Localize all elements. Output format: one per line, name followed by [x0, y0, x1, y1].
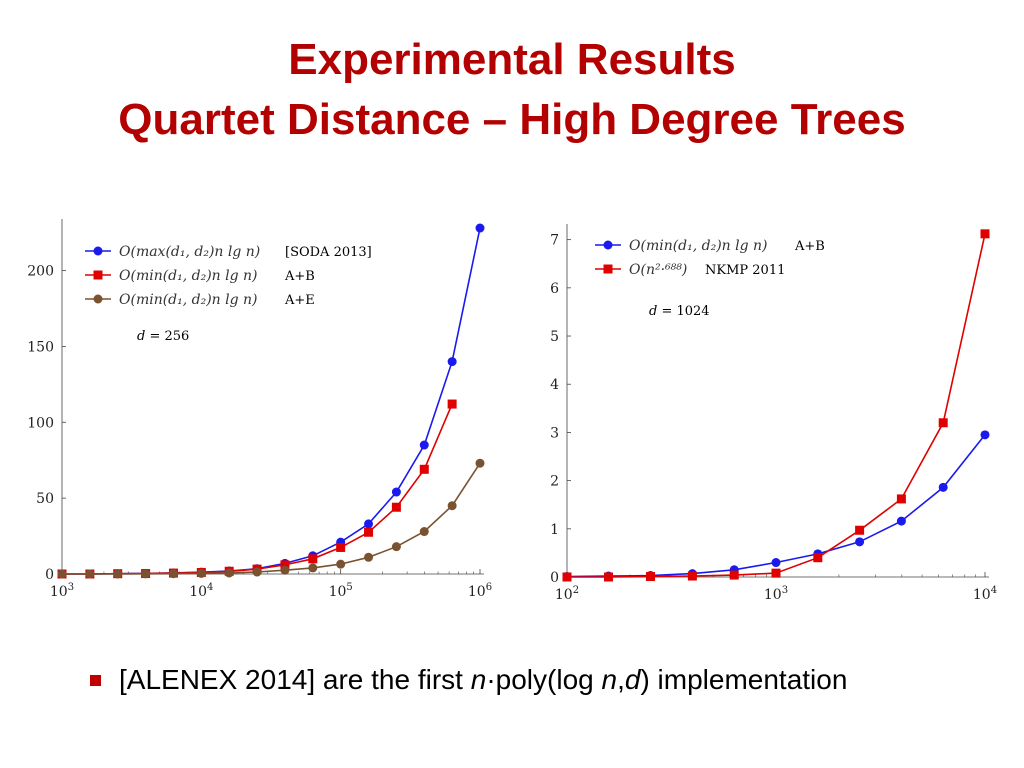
- data-point: [364, 527, 374, 537]
- x-tick-label: 104: [973, 585, 997, 603]
- data-point: [980, 229, 990, 239]
- series-line-1: [566, 434, 986, 578]
- data-point: [855, 525, 865, 535]
- data-point: [687, 571, 697, 581]
- data-point: [813, 553, 823, 563]
- data-point: [141, 569, 151, 579]
- y-tick-label: 2: [550, 474, 559, 490]
- annotation: d = 256: [137, 329, 189, 344]
- legend-note: [SODA 2013]: [285, 245, 372, 260]
- data-point: [168, 569, 178, 579]
- annotation: d = 1024: [649, 304, 710, 319]
- legend-marker: [93, 270, 103, 280]
- data-point: [419, 464, 429, 474]
- bullet-point: [ALENEX 2014] are the first n·poly(log n…: [90, 664, 847, 696]
- y-tick-label: 100: [27, 415, 54, 431]
- legend-marker: [93, 246, 103, 256]
- data-point: [336, 542, 346, 552]
- legend-label: O(min(d₁, d₂)n lg n): [119, 268, 258, 284]
- title-line-2: Quartet Distance – High Degree Trees: [118, 95, 906, 144]
- x-tick-label: 106: [468, 582, 492, 600]
- x-tick-label: 104: [189, 582, 213, 600]
- data-point: [280, 565, 290, 575]
- bullet-square-icon: [90, 674, 101, 686]
- legend-note: A+E: [284, 293, 315, 308]
- y-tick-label: 6: [550, 281, 559, 297]
- legend-label: O(max(d₁, d₂)n lg n): [119, 244, 260, 260]
- legend-marker: [603, 240, 613, 250]
- data-point: [729, 570, 739, 580]
- data-point: [771, 568, 781, 578]
- legend-label: O(n²·⁶⁸⁸): [629, 262, 687, 278]
- y-tick-label: 0: [550, 570, 559, 586]
- slide-title: Experimental Results Quartet Distance – …: [0, 30, 1024, 150]
- data-point: [938, 482, 948, 492]
- data-point: [113, 569, 123, 579]
- data-point: [364, 552, 374, 562]
- x-tick-label: 103: [50, 582, 74, 600]
- y-tick-label: 0: [45, 567, 54, 583]
- legend-note: A+B: [794, 239, 825, 254]
- data-point: [447, 501, 457, 511]
- y-tick-label: 3: [550, 425, 559, 441]
- series-line-2: [567, 233, 986, 578]
- legend-label: O(min(d₁, d₂)n lg n): [119, 292, 258, 308]
- data-point: [475, 458, 485, 468]
- data-point: [419, 527, 429, 537]
- data-point: [57, 569, 67, 579]
- data-point: [419, 440, 429, 450]
- x-tick-label: 102: [555, 585, 579, 603]
- y-tick-label: 4: [550, 377, 559, 393]
- y-tick-label: 5: [550, 329, 559, 345]
- series-line-3: [62, 462, 481, 575]
- legend-marker: [603, 264, 613, 274]
- data-point: [308, 563, 318, 573]
- chart-left: 0 50 100 150 200 103 104 105 106 O(max(d₁, d₂)n l…: [27, 219, 492, 600]
- data-point: [280, 560, 290, 570]
- data-point: [771, 558, 781, 568]
- data-point: [475, 223, 485, 233]
- data-point: [391, 542, 401, 552]
- data-point: [896, 516, 906, 526]
- legend-note: NKMP 2011: [705, 263, 785, 278]
- data-point: [980, 430, 990, 440]
- data-point: [391, 487, 401, 497]
- y-tick-label: 50: [36, 491, 54, 507]
- data-point: [646, 572, 656, 582]
- x-tick-label: 103: [764, 585, 788, 603]
- y-tick-label: 150: [27, 339, 54, 355]
- data-point: [391, 502, 401, 512]
- data-point: [364, 519, 374, 529]
- data-point: [224, 568, 234, 578]
- legend-marker: [93, 294, 103, 304]
- y-tick-label: 7: [550, 233, 559, 249]
- chart-right: 0 1 2 3 4 5 6 7 102 103 104 O(min(d₁, d₂)n lg n) A+B…: [550, 224, 997, 603]
- data-point: [604, 572, 614, 582]
- data-point: [252, 567, 262, 577]
- title-line-1: Experimental Results: [288, 35, 736, 84]
- y-tick-label: 200: [27, 264, 54, 280]
- data-point: [896, 494, 906, 504]
- x-tick-label: 105: [329, 582, 353, 600]
- data-point: [855, 537, 865, 547]
- data-point: [447, 357, 457, 367]
- data-point: [85, 569, 95, 579]
- data-point: [336, 559, 346, 569]
- legend-note: A+B: [284, 269, 315, 284]
- data-point: [938, 418, 948, 428]
- data-point: [308, 554, 318, 564]
- legend-label: O(min(d₁, d₂)n lg n): [629, 238, 768, 254]
- data-point: [562, 572, 572, 582]
- bullet-text: [ALENEX 2014] are the first n·poly(log n…: [119, 664, 848, 695]
- data-point: [447, 399, 457, 409]
- data-point: [196, 568, 206, 578]
- y-tick-label: 1: [550, 522, 559, 538]
